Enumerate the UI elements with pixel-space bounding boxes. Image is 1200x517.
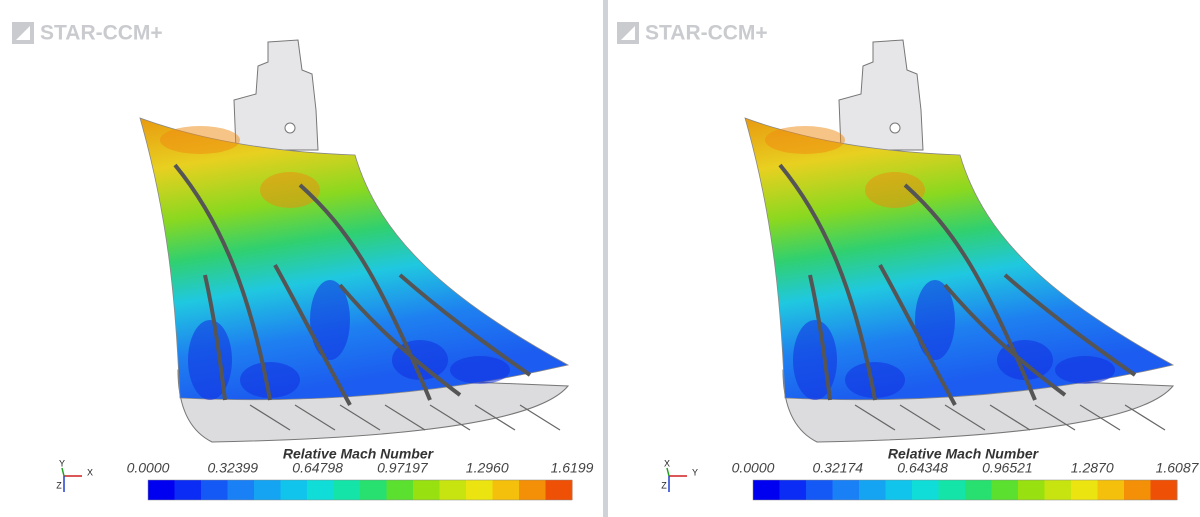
colorbar-tick-label: 1.2870 [1071,460,1114,476]
colorbar-segment [387,480,414,500]
colorbar-segment [281,480,308,500]
colorbar-segment [148,480,175,500]
shaft-hole [285,123,295,133]
triad-label: Z [56,480,62,490]
colorbar-tick-label: 1.6087 [1156,460,1200,476]
colorbar-segment [1045,480,1072,500]
colorbar-segment [965,480,992,500]
colorbar-tick-label: 0.96521 [982,460,1033,476]
contour-high [260,172,320,208]
shaft-hole [890,123,900,133]
triad-label: X [87,467,93,477]
colorbar-segment [1098,480,1125,500]
divider [603,0,608,517]
colorbar-segment [1124,480,1151,500]
colorbar-segment [334,480,361,500]
colorbar-segment [307,480,334,500]
triad-label: Y [692,467,698,477]
colorbar-segment [201,480,228,500]
logo-text: STAR-CCM+ [645,22,768,45]
colorbar-tick-label: 0.32399 [207,460,258,476]
colorbar-segment [228,480,255,500]
colorbar-segment [780,480,807,500]
colorbar-tick-label: 0.97197 [377,460,429,476]
colorbar-segment [1151,480,1178,500]
colorbar-segment [806,480,833,500]
triad-label: Z [661,480,667,490]
colorbar-segment [519,480,546,500]
colorbar-tick-label: 0.64798 [292,460,343,476]
contour-high [865,172,925,208]
colorbar-segment [886,480,913,500]
triad-label: X [664,458,670,468]
colorbar-segment [992,480,1019,500]
logo-text: STAR-CCM+ [40,22,163,45]
colorbar-segment [753,480,780,500]
contour-low [450,356,510,384]
colorbar-segment [440,480,467,500]
contour-high [765,126,845,154]
colorbar-tick-label: 0.64348 [897,460,948,476]
colorbar-segment [939,480,966,500]
colorbar-segment [1071,480,1098,500]
colorbar-segment [360,480,387,500]
colorbar-tick-label: 1.2960 [466,460,509,476]
colorbar-segment [466,480,493,500]
colorbar-segment [1018,480,1045,500]
colorbar-segment [254,480,281,500]
colorbar-segment [493,480,520,500]
colorbar-tick-label: 0.0000 [732,460,775,476]
colorbar-segment [546,480,573,500]
contour-high [160,126,240,154]
colorbar-tick-label: 0.0000 [127,460,170,476]
triad-label: Y [59,458,65,468]
colorbar-segment [833,480,860,500]
colorbar-segment [912,480,939,500]
screenshot: STAR-CCM+Relative Mach Number0.00000.323… [0,0,1200,517]
colorbar-tick-label: 0.32174 [812,460,863,476]
contour-low [1055,356,1115,384]
colorbar-segment [413,480,440,500]
colorbar-segment [859,480,886,500]
colorbar-segment [175,480,202,500]
colorbar-tick-label: 1.6199 [551,460,594,476]
